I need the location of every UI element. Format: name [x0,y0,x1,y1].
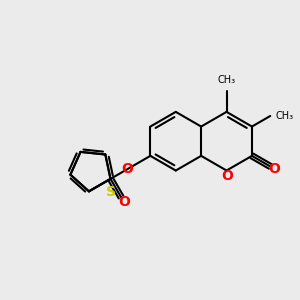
Text: O: O [221,169,233,183]
Text: CH₃: CH₃ [218,76,236,85]
Text: O: O [268,162,280,176]
Text: O: O [118,195,130,209]
Text: CH₃: CH₃ [275,111,294,121]
Text: S: S [106,185,116,199]
Text: O: O [122,162,134,176]
